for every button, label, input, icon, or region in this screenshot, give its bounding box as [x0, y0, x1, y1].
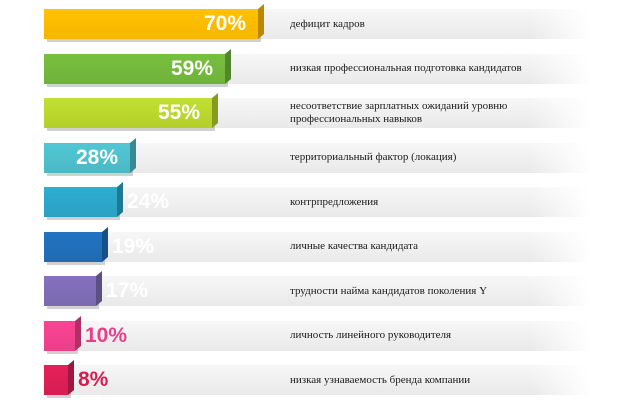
data-label: 28%	[75, 145, 118, 169]
data-label: 17%	[106, 279, 149, 302]
data-label: 59%	[170, 56, 213, 80]
chart-row: 10% личность линейного руководителя	[0, 315, 624, 354]
bar-track	[44, 231, 590, 262]
category-label: дефицит кадров	[290, 17, 365, 30]
bar-6	[44, 226, 108, 262]
chart-row: 59% низкая профессиональная подготовка ка…	[0, 48, 624, 87]
category-label: несоответствие зарплатных ожиданий уровн…	[290, 100, 508, 125]
chart-row: 28% территориальный фактор (локация)	[0, 137, 624, 176]
data-label: 8%	[78, 368, 109, 391]
category-label: низкая профессиональная подготовка канди…	[290, 62, 522, 74]
bar-track	[44, 187, 590, 217]
data-label: 70%	[203, 12, 246, 35]
bar-track	[44, 276, 590, 306]
category-label: трудности найма кандидатов поколения Y	[290, 284, 488, 297]
bar-5	[44, 181, 123, 217]
bar-track	[44, 365, 590, 395]
bar-3	[44, 92, 218, 128]
bar-4	[44, 137, 136, 173]
chart-row: 8% низкая узнаваемость бренда компании	[0, 359, 624, 398]
chart-row: 55% несоответствие зарплатных ожиданий ур…	[0, 92, 624, 131]
category-label: территориальный фактор (локация)	[290, 151, 457, 163]
chart-row: 19% личные качества кандидата	[0, 226, 624, 265]
category-label: низкая узнаваемость бренда компании	[290, 373, 471, 386]
data-label: 24%	[127, 190, 170, 213]
bar-7	[44, 270, 102, 306]
bar-1	[44, 3, 264, 40]
data-label: 10%	[85, 323, 128, 347]
chart-row: 70% дефицит кадров	[0, 3, 624, 42]
bar-2	[44, 48, 231, 84]
bar-8	[44, 315, 81, 351]
bar-9	[44, 359, 74, 395]
bar-track	[44, 320, 590, 351]
data-label: 19%	[112, 234, 155, 258]
category-label: личные качества кандидата	[290, 240, 418, 252]
category-label: личность линейного руководителя	[290, 329, 452, 341]
chart-row: 17% трудности найма кандидатов поколения …	[0, 270, 624, 309]
chart-row: 24% контрпредложения	[0, 181, 624, 220]
category-label: контрпредложения	[290, 195, 379, 208]
data-label: 55%	[157, 101, 200, 124]
